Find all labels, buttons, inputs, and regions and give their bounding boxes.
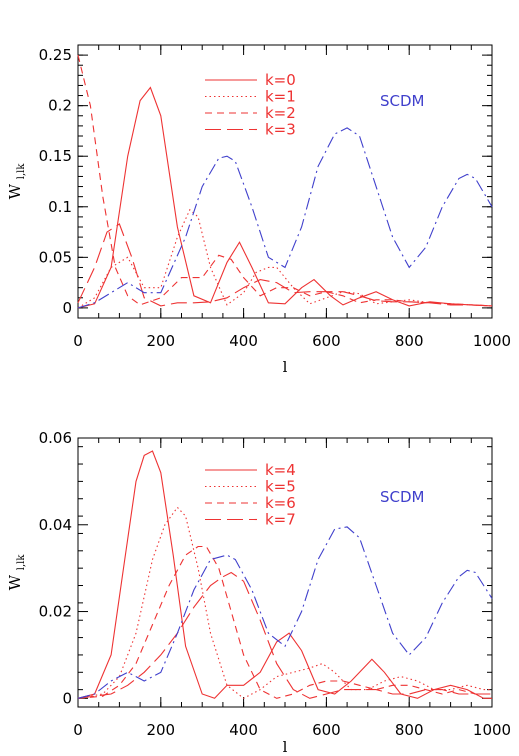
- y-axis-title: W l,lk: [6, 554, 27, 591]
- x-tick-label: 1000: [473, 721, 511, 739]
- y-axis-symbol: W: [6, 183, 24, 199]
- annotation-model: SCDM: [380, 92, 425, 110]
- y-axis-title: W l,lk: [6, 163, 27, 200]
- x-tick-label: 800: [395, 332, 424, 350]
- series-line-k1: [77, 208, 493, 309]
- legend-label: k=2: [265, 104, 296, 122]
- y-tick-label: 0: [62, 689, 72, 707]
- legend-label: k=5: [265, 478, 296, 496]
- y-axis-subscript: l,lk: [16, 163, 27, 180]
- legend-label: k=4: [265, 461, 296, 479]
- legend-label: k=7: [265, 511, 296, 529]
- x-tick-label: 200: [146, 721, 175, 739]
- y-tick-labels: 0 0.05 0.1 0.15 0.2 0.25: [39, 46, 72, 317]
- axis-ticks: [77, 45, 493, 319]
- y-tick-label: 0.05: [39, 248, 72, 266]
- x-tick-label: 200: [146, 332, 175, 350]
- y-tick-label: 0.02: [39, 603, 72, 621]
- series-line-scdm: [77, 127, 493, 309]
- series-line-scdm: [77, 526, 493, 699]
- annotation-model: SCDM: [380, 488, 425, 506]
- x-tick-label: 400: [229, 332, 258, 350]
- x-tick-label: 0: [73, 721, 83, 739]
- y-tick-labels: 0 0.02 0.04 0.06: [39, 429, 72, 707]
- legend: k=0k=1k=2k=3: [205, 71, 296, 139]
- series-group: [77, 450, 493, 699]
- series-line-k6: [77, 545, 492, 699]
- y-axis-symbol: W: [6, 574, 24, 590]
- series-line-k4: [77, 450, 492, 699]
- legend-label: k=0: [265, 71, 296, 89]
- y-tick-label: 0.2: [48, 97, 72, 115]
- y-tick-label: 0.06: [39, 429, 72, 447]
- x-tick-label: 0: [73, 332, 83, 350]
- x-tick-labels: 0 200 400 600 800 1000: [73, 721, 511, 739]
- axis-ticks: [77, 437, 493, 708]
- x-tick-label: 600: [312, 332, 341, 350]
- y-tick-label: 0.25: [39, 46, 72, 64]
- y-tick-label: 0.04: [39, 516, 72, 534]
- legend: k=4k=5k=6k=7: [205, 461, 296, 529]
- y-tick-label: 0: [62, 299, 72, 317]
- x-tick-labels: 0 200 400 600 800 1000: [73, 332, 511, 350]
- y-tick-label: 0.1: [48, 198, 72, 216]
- y-axis-subscript: l,lk: [16, 554, 27, 571]
- series-line-k7: [77, 571, 492, 699]
- x-tick-label: 400: [229, 721, 258, 739]
- series-line-k3: [77, 223, 493, 307]
- x-tick-label: 600: [312, 721, 341, 739]
- legend-label: k=6: [265, 494, 296, 512]
- series-line-k5: [77, 506, 492, 699]
- panel-bottom: 0 200 400 600 800 1000 00.020.040.06 k=4k=5k=…: [6, 429, 511, 756]
- legend-label: k=1: [265, 88, 296, 106]
- x-tick-label: 1000: [473, 332, 511, 350]
- series-line-k0: [77, 86, 493, 309]
- series-group: [77, 54, 493, 309]
- y-tick-label: 0.15: [39, 147, 72, 165]
- x-axis-title: l: [283, 738, 288, 756]
- x-tick-label: 800: [395, 721, 424, 739]
- legend-label: k=3: [265, 121, 296, 139]
- x-axis-title: l: [283, 358, 288, 376]
- panel-top: 0 200 400 600 800 1000 0 0.05 0.1 0.15 0.2 0.25 k=…: [6, 44, 511, 376]
